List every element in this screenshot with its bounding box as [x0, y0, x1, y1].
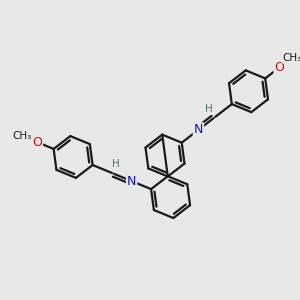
Text: N: N	[194, 123, 203, 136]
Text: H: H	[205, 104, 213, 114]
Text: H: H	[112, 159, 120, 169]
Text: O: O	[274, 61, 284, 74]
Text: O: O	[32, 136, 42, 148]
Text: CH₃: CH₃	[282, 53, 300, 63]
Text: CH₃: CH₃	[13, 131, 32, 141]
Text: N: N	[127, 175, 136, 188]
